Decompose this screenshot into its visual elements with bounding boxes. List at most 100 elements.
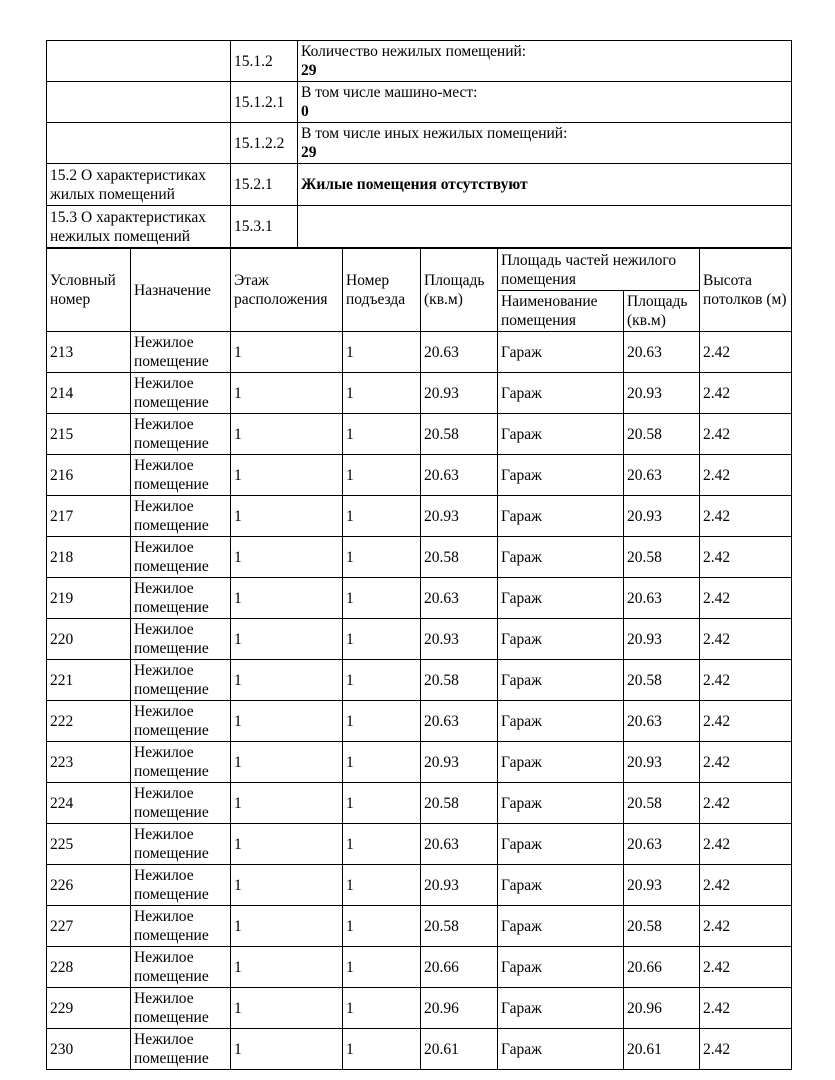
field-label: В том числе иных нежилых помещений: <box>301 125 568 142</box>
cell-conditional-number: 218 <box>46 536 131 578</box>
premises-row: 230 Нежилое помещение 1 1 20.61 Гараж 20.61 2.4… <box>46 1028 792 1070</box>
cell-part-area: 20.58 <box>623 659 700 701</box>
premises-table: Условный номер Назначение Этаж расположе… <box>46 248 792 1070</box>
cell-purpose: Нежилое помещение <box>130 905 231 947</box>
col-header-part-area: Площадь (кв.м) <box>623 290 700 332</box>
cell-area: 20.63 <box>420 823 498 865</box>
cell-ceiling-height: 2.42 <box>699 987 792 1029</box>
cell-floor: 1 <box>230 495 343 537</box>
premises-row: 215 Нежилое помещение 1 1 20.58 Гараж 20.58 2.4… <box>46 413 792 455</box>
field-value: 29 <box>301 62 317 79</box>
cell-part-name: Гараж <box>497 659 624 701</box>
premises-row: 217 Нежилое помещение 1 1 20.93 Гараж 20.93 2.4… <box>46 495 792 537</box>
cell-ceiling-height: 2.42 <box>699 372 792 414</box>
cell-ceiling-height: 2.42 <box>699 536 792 578</box>
field-value: 0 <box>301 103 309 120</box>
cell-part-name: Гараж <box>497 741 624 783</box>
cell-part-name: Гараж <box>497 413 624 455</box>
summary-value-cell <box>297 205 792 248</box>
summary-row: 15.1.2.1 В том числе машино-мест: 0 <box>46 81 792 123</box>
field-value: 29 <box>301 144 317 161</box>
cell-area: 20.58 <box>420 536 498 578</box>
cell-part-area: 20.63 <box>623 577 700 619</box>
cell-area: 20.63 <box>420 331 498 373</box>
cell-purpose: Нежилое помещение <box>130 495 231 537</box>
cell-entrance: 1 <box>342 659 421 701</box>
cell-part-area: 20.63 <box>623 454 700 496</box>
cell-ceiling-height: 2.42 <box>699 659 792 701</box>
premises-row: 213 Нежилое помещение 1 1 20.63 Гараж 20.63 2.4… <box>46 331 792 373</box>
cell-floor: 1 <box>230 700 343 742</box>
cell-part-name: Гараж <box>497 331 624 373</box>
cell-part-area: 20.63 <box>623 331 700 373</box>
cell-floor: 1 <box>230 372 343 414</box>
summary-value-cell: В том числе иных нежилых помещений: 29 <box>297 122 792 164</box>
premises-row: 220 Нежилое помещение 1 1 20.93 Гараж 20.93 2.4… <box>46 618 792 660</box>
summary-section-cell: 15.2 О характеристиках жилых помещений <box>46 163 231 206</box>
cell-entrance: 1 <box>342 536 421 578</box>
cell-conditional-number: 214 <box>46 372 131 414</box>
cell-area: 20.66 <box>420 946 498 988</box>
cell-area: 20.96 <box>420 987 498 1029</box>
cell-entrance: 1 <box>342 782 421 824</box>
cell-conditional-number: 221 <box>46 659 131 701</box>
cell-ceiling-height: 2.42 <box>699 577 792 619</box>
cell-conditional-number: 227 <box>46 905 131 947</box>
cell-area: 20.58 <box>420 659 498 701</box>
cell-part-area: 20.93 <box>623 372 700 414</box>
cell-part-area: 20.93 <box>623 864 700 906</box>
section-15-summary-table: 15.1.2 Количество нежилых помещений: 29 15.… <box>46 40 792 248</box>
cell-part-area: 20.93 <box>623 741 700 783</box>
premises-row: 229 Нежилое помещение 1 1 20.96 Гараж 20.96 2.4… <box>46 987 792 1029</box>
cell-ceiling-height: 2.42 <box>699 823 792 865</box>
cell-conditional-number: 225 <box>46 823 131 865</box>
cell-ceiling-height: 2.42 <box>699 1028 792 1070</box>
cell-ceiling-height: 2.42 <box>699 495 792 537</box>
cell-floor: 1 <box>230 741 343 783</box>
cell-conditional-number: 213 <box>46 331 131 373</box>
cell-purpose: Нежилое помещение <box>130 618 231 660</box>
cell-floor: 1 <box>230 618 343 660</box>
cell-entrance: 1 <box>342 495 421 537</box>
cell-entrance: 1 <box>342 987 421 1029</box>
premises-row: 214 Нежилое помещение 1 1 20.93 Гараж 20.93 2.4… <box>46 372 792 414</box>
summary-row: 15.2 О характеристиках жилых помещений 15… <box>46 163 792 206</box>
col-header-parts-group: Площадь частей нежилого помещения <box>497 248 700 291</box>
cell-conditional-number: 226 <box>46 864 131 906</box>
cell-part-name: Гараж <box>497 1028 624 1070</box>
field-label: В том числе машино-мест: <box>301 84 478 101</box>
cell-area: 20.93 <box>420 864 498 906</box>
cell-purpose: Нежилое помещение <box>130 987 231 1029</box>
cell-part-area: 20.93 <box>623 495 700 537</box>
cell-conditional-number: 216 <box>46 454 131 496</box>
cell-conditional-number: 228 <box>46 946 131 988</box>
cell-entrance: 1 <box>342 946 421 988</box>
col-header-area: Площадь (кв.м) <box>420 248 498 332</box>
cell-area: 20.63 <box>420 700 498 742</box>
cell-part-name: Гараж <box>497 946 624 988</box>
cell-part-name: Гараж <box>497 536 624 578</box>
cell-entrance: 1 <box>342 700 421 742</box>
cell-entrance: 1 <box>342 372 421 414</box>
cell-part-name: Гараж <box>497 905 624 947</box>
cell-ceiling-height: 2.42 <box>699 946 792 988</box>
cell-area: 20.93 <box>420 372 498 414</box>
summary-section-cell <box>46 122 231 164</box>
cell-entrance: 1 <box>342 864 421 906</box>
premises-row: 225 Нежилое помещение 1 1 20.63 Гараж 20.63 2.4… <box>46 823 792 865</box>
cell-ceiling-height: 2.42 <box>699 905 792 947</box>
cell-area: 20.58 <box>420 782 498 824</box>
cell-area: 20.93 <box>420 618 498 660</box>
premises-row: 224 Нежилое помещение 1 1 20.58 Гараж 20.58 2.4… <box>46 782 792 824</box>
cell-part-area: 20.61 <box>623 1028 700 1070</box>
cell-floor: 1 <box>230 659 343 701</box>
cell-part-name: Гараж <box>497 577 624 619</box>
cell-conditional-number: 224 <box>46 782 131 824</box>
cell-floor: 1 <box>230 577 343 619</box>
premises-row: 226 Нежилое помещение 1 1 20.93 Гараж 20.93 2.4… <box>46 864 792 906</box>
summary-section-cell <box>46 81 231 123</box>
cell-area: 20.61 <box>420 1028 498 1070</box>
cell-entrance: 1 <box>342 905 421 947</box>
premises-row: 219 Нежилое помещение 1 1 20.63 Гараж 20.63 2.4… <box>46 577 792 619</box>
